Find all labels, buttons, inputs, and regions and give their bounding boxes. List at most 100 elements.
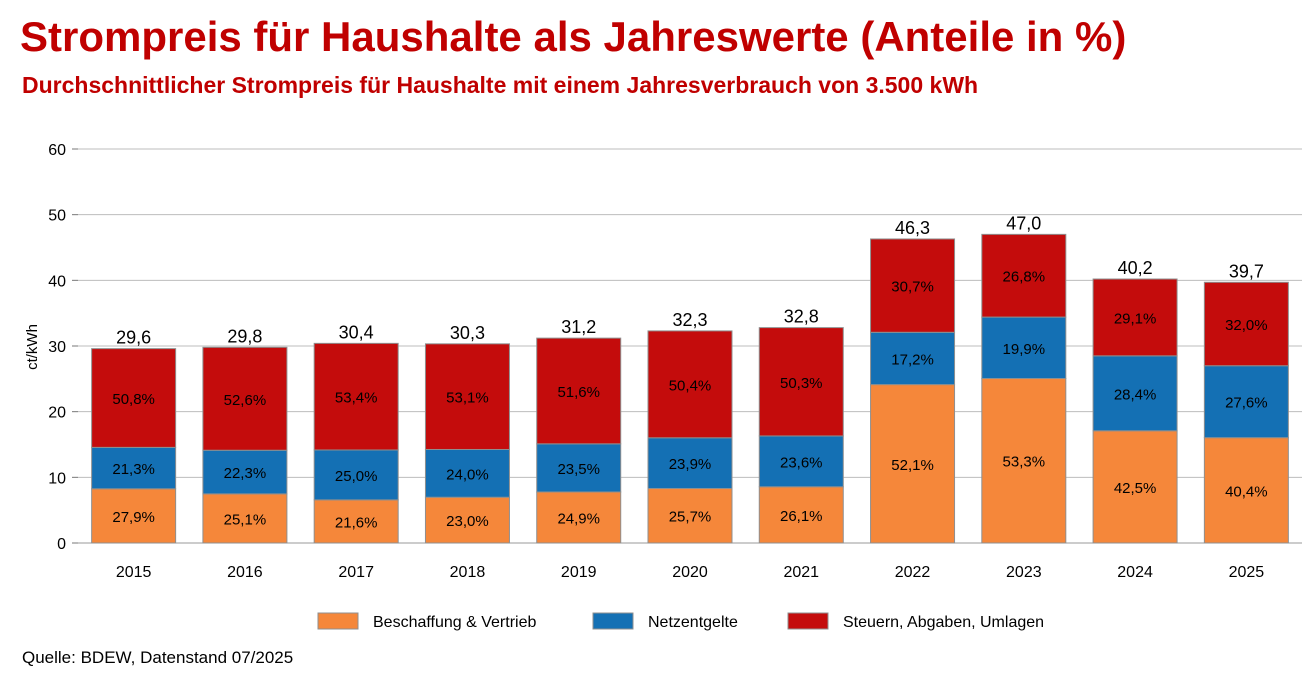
segment-label: 52,6% bbox=[224, 392, 267, 409]
x-tick-label: 2025 bbox=[1229, 564, 1265, 581]
segment-label: 25,0% bbox=[335, 468, 378, 485]
total-label: 29,6 bbox=[116, 328, 151, 348]
bar-segment bbox=[647, 437, 733, 489]
bar-segment bbox=[647, 330, 733, 439]
bar-segment bbox=[91, 348, 177, 448]
segment-label: 26,1% bbox=[780, 508, 823, 525]
segment-label: 23,6% bbox=[780, 454, 823, 471]
bar-segment bbox=[536, 491, 622, 544]
chart-title: Strompreis für Haushalte als Jahreswerte… bbox=[20, 13, 1127, 60]
bar-segment bbox=[424, 343, 510, 450]
segment-label: 50,3% bbox=[780, 375, 823, 392]
segment-label: 26,8% bbox=[1003, 269, 1046, 286]
y-tick-label: 10 bbox=[48, 470, 66, 487]
total-label: 30,3 bbox=[450, 323, 485, 343]
x-tick-label: 2018 bbox=[450, 564, 486, 581]
segment-label: 23,5% bbox=[557, 461, 600, 478]
bar-segment bbox=[981, 377, 1067, 544]
x-tick-label: 2016 bbox=[227, 564, 263, 581]
segment-label: 52,1% bbox=[891, 457, 934, 474]
y-tick-label: 30 bbox=[48, 339, 66, 356]
segment-label: 53,3% bbox=[1003, 454, 1046, 471]
bar-stack: 24,9% 23,5% 51,6% 31,2 bbox=[536, 317, 622, 544]
bar-segment bbox=[758, 486, 844, 544]
y-tick-label: 40 bbox=[48, 273, 66, 290]
bar-stack: 25,7% 23,9% 50,4% 32,3 bbox=[647, 310, 733, 544]
bar-segment bbox=[202, 449, 288, 495]
x-tick-label: 2015 bbox=[116, 564, 152, 581]
segment-label: 23,0% bbox=[446, 513, 489, 530]
segment-label: 21,3% bbox=[112, 461, 155, 478]
x-tick-label: 2024 bbox=[1117, 564, 1153, 581]
segment-label: 21,6% bbox=[335, 514, 378, 531]
bar-segment bbox=[1203, 365, 1289, 439]
total-label: 46,3 bbox=[895, 218, 930, 238]
bar-segment bbox=[202, 493, 288, 544]
legend-swatch bbox=[317, 612, 359, 630]
chart-subtitle: Durchschnittlicher Strompreis für Hausha… bbox=[22, 72, 979, 98]
segment-label: 19,9% bbox=[1003, 341, 1046, 358]
bar-segment bbox=[981, 316, 1067, 379]
x-tick-label: 2019 bbox=[561, 564, 597, 581]
bar-segment bbox=[758, 327, 844, 437]
total-label: 40,2 bbox=[1118, 258, 1153, 278]
segment-label: 42,5% bbox=[1114, 480, 1157, 497]
bar-stack: 21,6% 25,0% 53,4% 30,4 bbox=[313, 322, 399, 544]
total-label: 32,3 bbox=[672, 310, 707, 330]
stacked-bar-chart: 0 10 20 30 40 50 60 27,9% 21,3% 50,8% 29,6 25,1% 22… bbox=[24, 142, 1302, 631]
bar-stack: 40,4% 27,6% 32,0% 39,7 bbox=[1203, 261, 1289, 544]
bar-segment bbox=[758, 435, 844, 488]
bar-stack: 27,9% 21,3% 50,8% 29,6 bbox=[91, 328, 177, 544]
legend-item: Beschaffung & Vertrieb bbox=[317, 612, 536, 631]
legend-label: Steuern, Abgaben, Umlagen bbox=[843, 614, 1044, 631]
y-tick-label: 50 bbox=[48, 208, 66, 225]
bars: 27,9% 21,3% 50,8% 29,6 25,1% 22,3% 52,6% 29,8 21… bbox=[91, 213, 1289, 544]
source-note: Quelle: BDEW, Datenstand 07/2025 bbox=[22, 648, 294, 667]
segment-label: 28,4% bbox=[1114, 386, 1157, 403]
x-tick-label: 2023 bbox=[1006, 564, 1042, 581]
bar-stack: 23,0% 24,0% 53,1% 30,3 bbox=[424, 323, 510, 544]
segment-label: 40,4% bbox=[1225, 483, 1268, 500]
bar-segment bbox=[1092, 355, 1178, 432]
total-label: 47,0 bbox=[1006, 213, 1041, 233]
bar-segment bbox=[91, 488, 177, 544]
legend-swatch bbox=[592, 612, 634, 630]
y-tick-label: 20 bbox=[48, 405, 66, 422]
total-label: 39,7 bbox=[1229, 261, 1264, 281]
bar-segment bbox=[870, 238, 956, 333]
y-tick-label: 60 bbox=[48, 142, 66, 159]
segment-label: 27,9% bbox=[112, 509, 155, 526]
segment-label: 22,3% bbox=[224, 465, 267, 482]
bar-segment bbox=[1092, 278, 1178, 357]
legend: Beschaffung & Vertrieb Netzentgelte Steuer… bbox=[317, 612, 1044, 631]
segment-label: 53,1% bbox=[446, 390, 489, 407]
x-axis-ticks: 2015 2016 2017 2018 2019 2020 2021 2022 2023 2024… bbox=[116, 564, 1264, 581]
legend-item: Steuern, Abgaben, Umlagen bbox=[787, 612, 1044, 631]
segment-label: 50,4% bbox=[669, 377, 712, 394]
bar-segment bbox=[870, 384, 956, 544]
legend-swatch bbox=[787, 612, 829, 630]
x-tick-label: 2022 bbox=[895, 564, 931, 581]
bar-segment bbox=[981, 233, 1067, 318]
y-tick-label: 0 bbox=[57, 536, 66, 553]
bar-segment bbox=[647, 487, 733, 544]
segment-label: 24,9% bbox=[557, 510, 600, 527]
legend-label: Netzentgelte bbox=[648, 614, 738, 631]
bar-stack: 25,1% 22,3% 52,6% 29,8 bbox=[202, 326, 288, 544]
bar-segment bbox=[313, 342, 399, 451]
bar-stack: 42,5% 28,4% 29,1% 40,2 bbox=[1092, 258, 1178, 544]
bar-segment bbox=[1203, 281, 1289, 367]
segment-label: 25,1% bbox=[224, 511, 267, 528]
x-tick-label: 2020 bbox=[672, 564, 708, 581]
x-tick-label: 2017 bbox=[338, 564, 374, 581]
bar-segment bbox=[424, 448, 510, 498]
segment-label: 30,7% bbox=[891, 279, 934, 296]
total-label: 32,8 bbox=[784, 307, 819, 327]
total-label: 31,2 bbox=[561, 317, 596, 337]
bar-segment bbox=[313, 449, 399, 501]
bar-segment bbox=[313, 499, 399, 544]
segment-label: 50,8% bbox=[112, 391, 155, 408]
bar-segment bbox=[1203, 437, 1289, 544]
segment-label: 51,6% bbox=[557, 384, 600, 401]
legend-label: Beschaffung & Vertrieb bbox=[373, 614, 536, 631]
